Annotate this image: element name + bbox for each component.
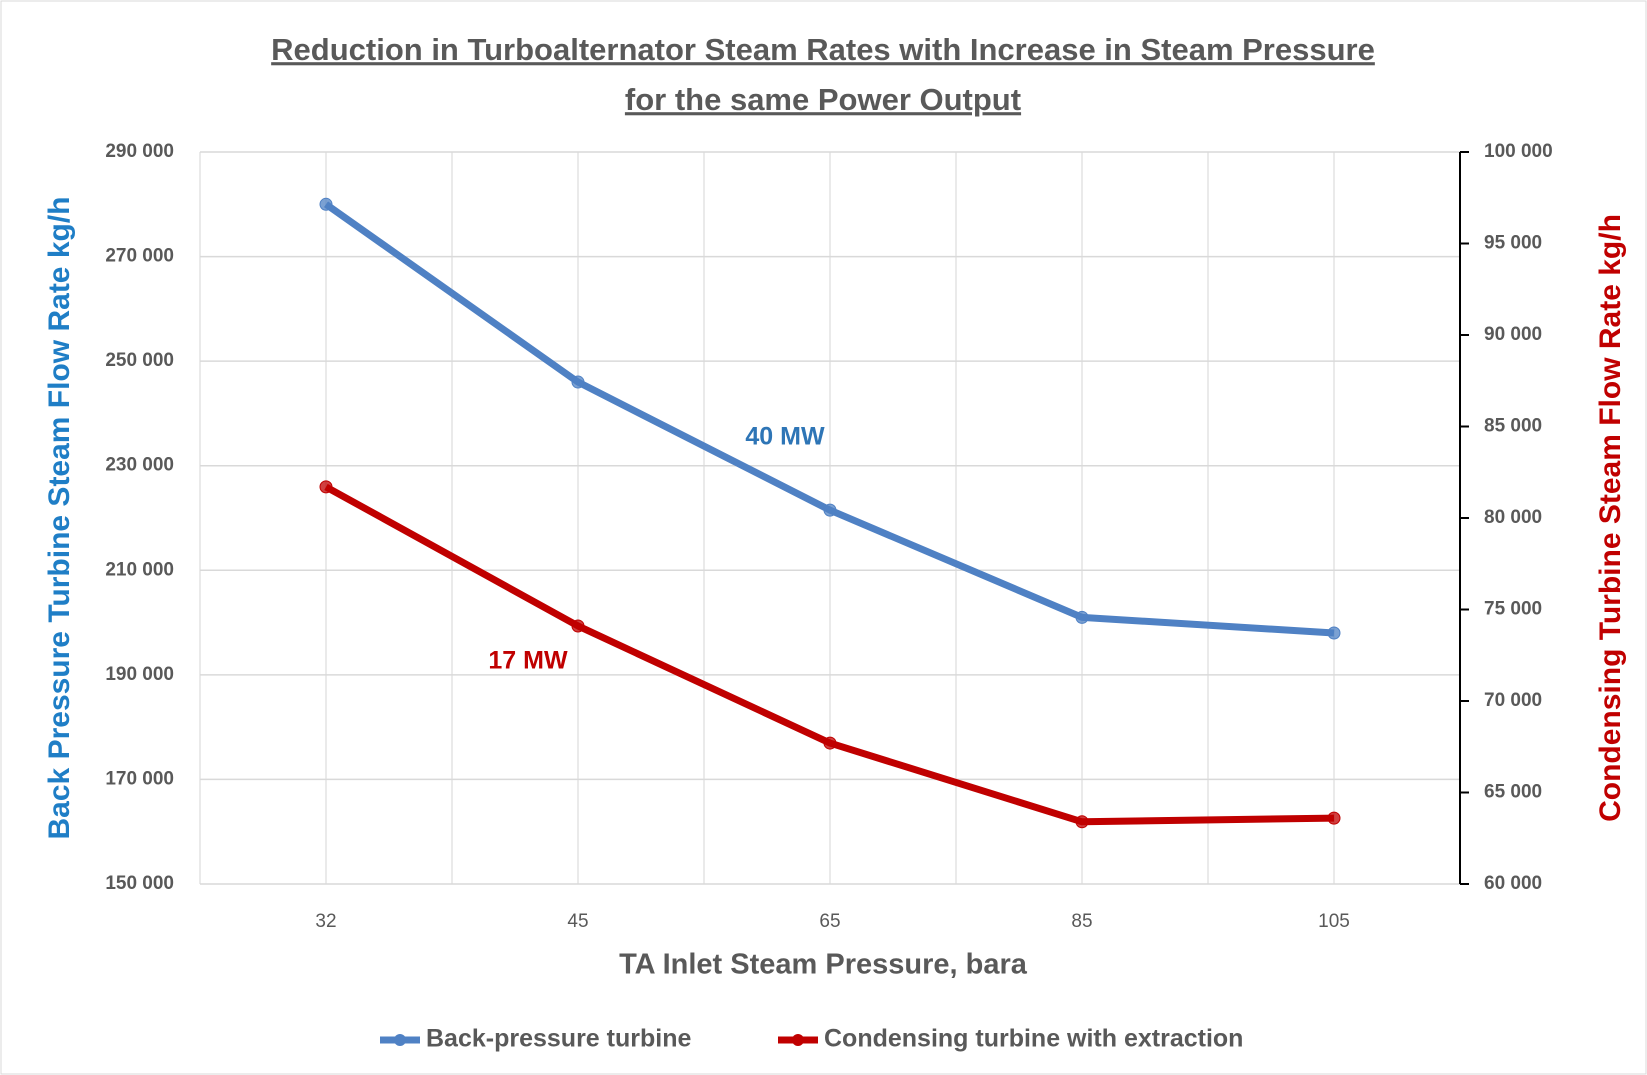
y-axis-title: Back Pressure Turbine Steam Flow Rate kg… <box>43 197 76 840</box>
y-tick-label: 210 000 <box>105 559 174 580</box>
x-tick-label: 65 <box>819 911 840 932</box>
legend-marker <box>792 1034 804 1046</box>
x-tick-label: 105 <box>1318 911 1350 932</box>
y2-tick-label: 100 000 <box>1484 141 1553 162</box>
legend-marker <box>394 1034 406 1046</box>
x-tick-label: 32 <box>315 911 336 932</box>
y-tick-label: 170 000 <box>105 768 174 789</box>
data-point <box>1075 610 1089 624</box>
chart-title: for the same Power Output <box>625 82 1021 117</box>
y2-tick-label: 65 000 <box>1484 782 1542 803</box>
y2-tick-label: 80 000 <box>1484 507 1542 528</box>
annotation: 17 MW <box>488 647 568 675</box>
data-point <box>823 736 837 750</box>
data-point <box>319 197 333 211</box>
chart-title: Reduction in Turboalternator Steam Rates… <box>271 32 1375 67</box>
legend-label: Condensing turbine with extraction <box>824 1025 1243 1053</box>
y2-tick-label: 75 000 <box>1484 599 1542 620</box>
y2-tick-label: 60 000 <box>1484 873 1542 894</box>
y-tick-label: 150 000 <box>105 873 174 894</box>
data-point <box>1075 815 1089 829</box>
data-point <box>319 480 333 494</box>
y2-tick-label: 90 000 <box>1484 324 1542 345</box>
data-point <box>823 503 837 517</box>
y2-axis-title: Condensing Turbine Steam Flow Rate kg/h <box>1594 214 1627 822</box>
data-point <box>1327 811 1341 825</box>
y2-tick-label: 95 000 <box>1484 233 1542 254</box>
x-axis-title: TA Inlet Steam Pressure, bara <box>619 949 1028 981</box>
annotation: 40 MW <box>745 423 825 451</box>
y-tick-label: 290 000 <box>105 141 174 162</box>
data-point <box>1327 626 1341 640</box>
y-tick-label: 230 000 <box>105 455 174 476</box>
data-point <box>571 619 585 633</box>
y-tick-label: 190 000 <box>105 664 174 685</box>
x-tick-label: 85 <box>1071 911 1092 932</box>
y-tick-label: 250 000 <box>105 350 174 371</box>
y2-tick-label: 70 000 <box>1484 690 1542 711</box>
x-tick-label: 45 <box>567 911 588 932</box>
legend-label: Back-pressure turbine <box>426 1025 691 1053</box>
y-tick-label: 270 000 <box>105 246 174 267</box>
data-point <box>571 375 585 389</box>
y2-tick-label: 85 000 <box>1484 416 1542 437</box>
